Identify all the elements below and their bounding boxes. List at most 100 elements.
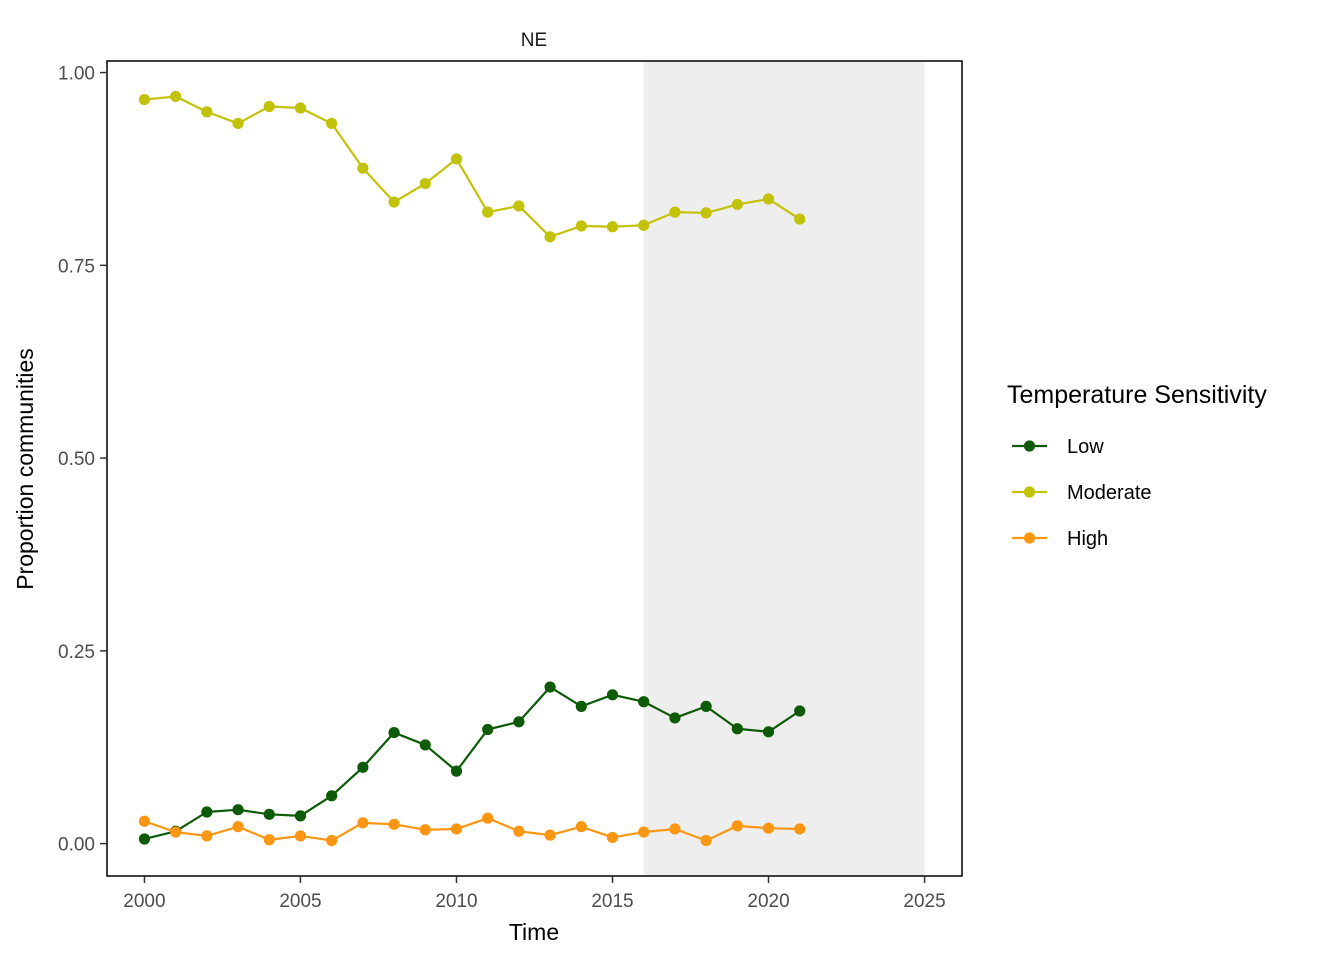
x-tick-label: 2020 — [747, 891, 789, 912]
data-point-high — [482, 812, 494, 824]
data-point-moderate — [700, 207, 712, 219]
legend-label: Moderate — [1067, 482, 1152, 504]
x-axis: 2000 2005 2010 2015 2020 2025 — [123, 876, 946, 912]
facet-strip-label: NE — [521, 30, 547, 51]
data-point-moderate — [606, 221, 619, 233]
x-tick-label: 2025 — [903, 891, 945, 912]
data-point-moderate — [731, 198, 743, 211]
data-point-high — [606, 831, 619, 844]
data-point-moderate — [138, 93, 151, 106]
legend-item-moderate: Moderate — [1012, 482, 1152, 504]
y-tick-label: 1.00 — [58, 64, 95, 85]
data-point-high — [138, 815, 151, 827]
legend-key-point — [1023, 486, 1036, 498]
data-point-low — [794, 705, 806, 717]
data-point-low — [606, 689, 619, 701]
data-point-high — [513, 825, 525, 837]
series-line-low — [144, 685, 801, 841]
data-point-low — [638, 696, 650, 708]
x-tick-label: 2015 — [591, 891, 633, 912]
data-point-moderate — [232, 117, 244, 130]
data-point-high — [575, 821, 587, 833]
data-point-moderate — [762, 193, 775, 205]
y-tick-label: 0.75 — [58, 256, 95, 277]
series-high — [138, 812, 806, 847]
data-point-high — [201, 830, 213, 842]
data-point-high — [638, 826, 650, 838]
data-point-moderate — [575, 220, 587, 232]
data-point-high — [232, 821, 244, 833]
data-point-high — [450, 823, 463, 835]
legend: Temperature Sensitivity Low Moderate High — [1007, 381, 1267, 550]
data-point-high — [263, 834, 275, 846]
series-line-high — [144, 817, 800, 842]
data-point-low — [544, 681, 556, 693]
data-point-moderate — [669, 206, 681, 218]
data-point-moderate — [794, 213, 806, 225]
series-low — [138, 681, 806, 845]
data-point-low — [700, 700, 712, 712]
data-point-moderate — [544, 231, 556, 243]
plot-panel — [106, 60, 963, 877]
x-tick-label: 2000 — [123, 891, 165, 912]
data-point-high — [170, 826, 182, 838]
legend-key-point — [1023, 440, 1036, 452]
data-point-moderate — [638, 219, 650, 231]
data-point-moderate — [263, 100, 275, 113]
data-point-moderate — [294, 102, 307, 114]
y-tick-label: 0.25 — [58, 642, 95, 663]
data-point-high — [294, 830, 307, 842]
data-point-high — [544, 829, 556, 841]
data-point-low — [388, 726, 400, 739]
data-point-low — [762, 726, 775, 738]
legend-key-point — [1023, 532, 1036, 544]
legend-label: High — [1067, 528, 1108, 550]
data-point-high — [669, 823, 681, 835]
x-axis-title: Time — [509, 919, 559, 945]
data-point-low — [357, 761, 369, 773]
data-point-low — [513, 716, 525, 728]
data-point-high — [794, 823, 806, 835]
y-axis-title: Proportion communities — [12, 348, 38, 590]
data-point-low — [263, 808, 275, 820]
series-moderate — [138, 90, 806, 243]
data-point-low — [326, 790, 338, 802]
data-point-moderate — [513, 200, 525, 212]
data-point-moderate — [170, 90, 182, 103]
data-point-low — [731, 723, 743, 735]
data-point-moderate — [450, 153, 463, 165]
data-point-low — [201, 806, 213, 818]
legend-item-high: High — [1012, 528, 1108, 550]
data-point-high — [357, 817, 369, 829]
panel-border — [106, 60, 963, 877]
data-point-low — [419, 739, 431, 751]
data-point-high — [700, 834, 712, 847]
data-point-low — [138, 833, 151, 845]
data-point-low — [482, 723, 494, 736]
data-point-moderate — [419, 177, 431, 190]
x-tick-label: 2005 — [279, 891, 321, 912]
x-tick-label: 2010 — [435, 891, 477, 912]
data-point-low — [575, 700, 587, 712]
y-tick-label: 0.50 — [58, 449, 95, 470]
data-point-low — [669, 712, 681, 724]
legend-items: Low Moderate High — [1012, 436, 1152, 550]
data-point-moderate — [388, 196, 400, 208]
data-point-moderate — [357, 162, 369, 174]
data-point-high — [762, 822, 775, 834]
data-point-low — [232, 804, 244, 816]
series-layer — [138, 90, 806, 847]
data-point-moderate — [326, 117, 338, 130]
legend-title: Temperature Sensitivity — [1007, 381, 1267, 409]
legend-item-low: Low — [1012, 436, 1104, 458]
data-point-high — [388, 818, 400, 830]
data-point-high — [419, 824, 431, 836]
series-line-moderate — [144, 95, 801, 238]
shaded-period — [643, 61, 925, 876]
data-point-moderate — [201, 106, 213, 118]
legend-label: Low — [1067, 436, 1104, 458]
y-tick-label: 0.00 — [58, 835, 95, 856]
data-point-moderate — [482, 206, 494, 218]
data-point-low — [294, 810, 307, 822]
